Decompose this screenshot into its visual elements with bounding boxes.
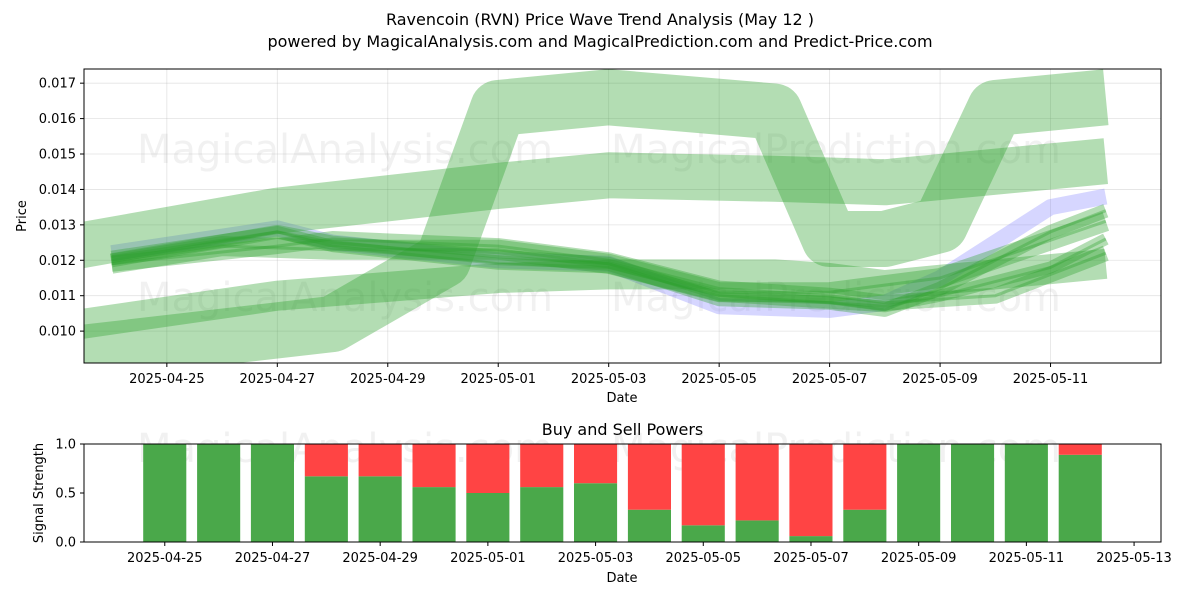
- x-tick-label: 2025-05-01: [460, 372, 536, 387]
- x-tick-label: 2025-04-29: [342, 551, 418, 566]
- watermark-text: MagicalAnalysis.com: [137, 127, 553, 173]
- x-tick-label: 2025-05-03: [571, 372, 647, 387]
- wave-series-2: [110, 225, 1109, 313]
- y-axis-label: Price: [15, 200, 30, 232]
- sell-bar: [735, 444, 779, 521]
- wave-series-0: [110, 188, 1108, 318]
- buy-bar: [304, 476, 348, 542]
- y-tick-label: 0.015: [39, 148, 76, 163]
- y-tick-label: 0.011: [39, 289, 76, 304]
- wave-series-3: [110, 231, 1109, 311]
- buy-bar: [412, 487, 456, 542]
- buy-bar: [466, 493, 510, 542]
- wave-core-0: [111, 209, 1107, 312]
- y-tick-label: 0.014: [39, 183, 76, 198]
- buy-sell-chart: Buy and Sell PowersMagicalAnalysis.comMa…: [32, 420, 1172, 586]
- buy-bar: [574, 483, 618, 542]
- buy-bar: [250, 444, 294, 542]
- buy-bar: [1004, 444, 1048, 542]
- buy-bar: [520, 487, 564, 542]
- sell-bar: [412, 444, 456, 488]
- x-tick-label: 2025-04-29: [350, 372, 426, 387]
- sell-bar: [627, 444, 671, 510]
- chart-subtitle: powered by MagicalAnalysis.com and Magic…: [267, 32, 932, 51]
- x-tick-label: 2025-05-11: [989, 551, 1065, 566]
- sell-bar: [843, 444, 887, 510]
- y-tick-label: 0.010: [39, 325, 76, 340]
- sell-bar: [520, 444, 564, 488]
- sell-bar: [789, 444, 833, 537]
- buy-bar: [897, 444, 941, 542]
- x-tick-label: 2025-05-09: [902, 372, 978, 387]
- wave-series-6: [84, 248, 1108, 339]
- y-tick-label: 1.0: [55, 438, 76, 453]
- y-tick-label: 0.016: [39, 112, 76, 127]
- wave-core-3: [111, 219, 1107, 294]
- x-tick-label: 2025-05-11: [1013, 372, 1089, 387]
- buy-bar: [197, 444, 241, 542]
- buy-bar: [951, 444, 995, 542]
- buy-bar: [735, 520, 779, 542]
- y-axis-label: Signal Strength: [32, 443, 47, 543]
- sell-bar: [574, 444, 618, 484]
- x-tick-label: 2025-05-13: [1096, 551, 1172, 566]
- buy-bar: [627, 509, 671, 542]
- buy-bar: [358, 476, 402, 542]
- sell-bar: [681, 444, 725, 526]
- sell-bar: [466, 444, 510, 493]
- x-tick-label: 2025-04-27: [235, 551, 311, 566]
- x-axis-label: Date: [606, 391, 637, 406]
- watermark-text: MagicalAnalysis.com: [137, 275, 553, 321]
- watermark-text: MagicalPrediction.com: [611, 275, 1061, 321]
- sell-bar: [358, 444, 402, 477]
- x-tick-label: 2025-04-25: [129, 372, 205, 387]
- wave-series-group: [84, 69, 1110, 363]
- x-tick-label: 2025-05-05: [665, 551, 741, 566]
- buy-bar: [143, 444, 187, 542]
- y-tick-label: 0.012: [39, 254, 76, 269]
- x-tick-label: 2025-04-25: [127, 551, 203, 566]
- buy-bar: [789, 536, 833, 542]
- buy-bar: [843, 509, 887, 542]
- x-tick-label: 2025-05-07: [792, 372, 868, 387]
- y-tick-label: 0.0: [55, 536, 76, 551]
- x-tick-label: 2025-05-01: [450, 551, 526, 566]
- bars-group: [143, 444, 1102, 542]
- plot-frame: [83, 68, 1162, 364]
- x-tick-label: 2025-04-27: [240, 372, 316, 387]
- y-tick-label: 0.013: [39, 218, 76, 233]
- wave-series-7: [84, 69, 1109, 363]
- x-tick-label: 2025-05-03: [558, 551, 634, 566]
- sell-bar: [1058, 444, 1102, 455]
- x-tick-label: 2025-05-07: [773, 551, 849, 566]
- wave-core-2: [111, 237, 1107, 305]
- wave-core-1: [111, 230, 1107, 308]
- sell-bar: [304, 444, 348, 477]
- x-axis-label: Date: [606, 571, 637, 586]
- wave-series-1: [110, 204, 1109, 317]
- y-tick-label: 0.017: [39, 77, 76, 92]
- wave-series-5: [84, 138, 1108, 269]
- watermark-text: MagicalPrediction.com: [611, 127, 1061, 173]
- chart-title: Ravencoin (RVN) Price Wave Trend Analysi…: [386, 10, 814, 29]
- buy-bar: [681, 525, 725, 542]
- subplot-title: Buy and Sell Powers: [542, 420, 704, 439]
- x-tick-label: 2025-05-05: [681, 372, 757, 387]
- buy-bar: [1058, 454, 1102, 542]
- price-wave-chart: MagicalAnalysis.com MagicalPrediction.com…: [15, 68, 1162, 406]
- wave-series-4: [110, 211, 1110, 303]
- x-tick-label: 2025-05-09: [881, 551, 957, 566]
- y-tick-label: 0.5: [55, 487, 76, 502]
